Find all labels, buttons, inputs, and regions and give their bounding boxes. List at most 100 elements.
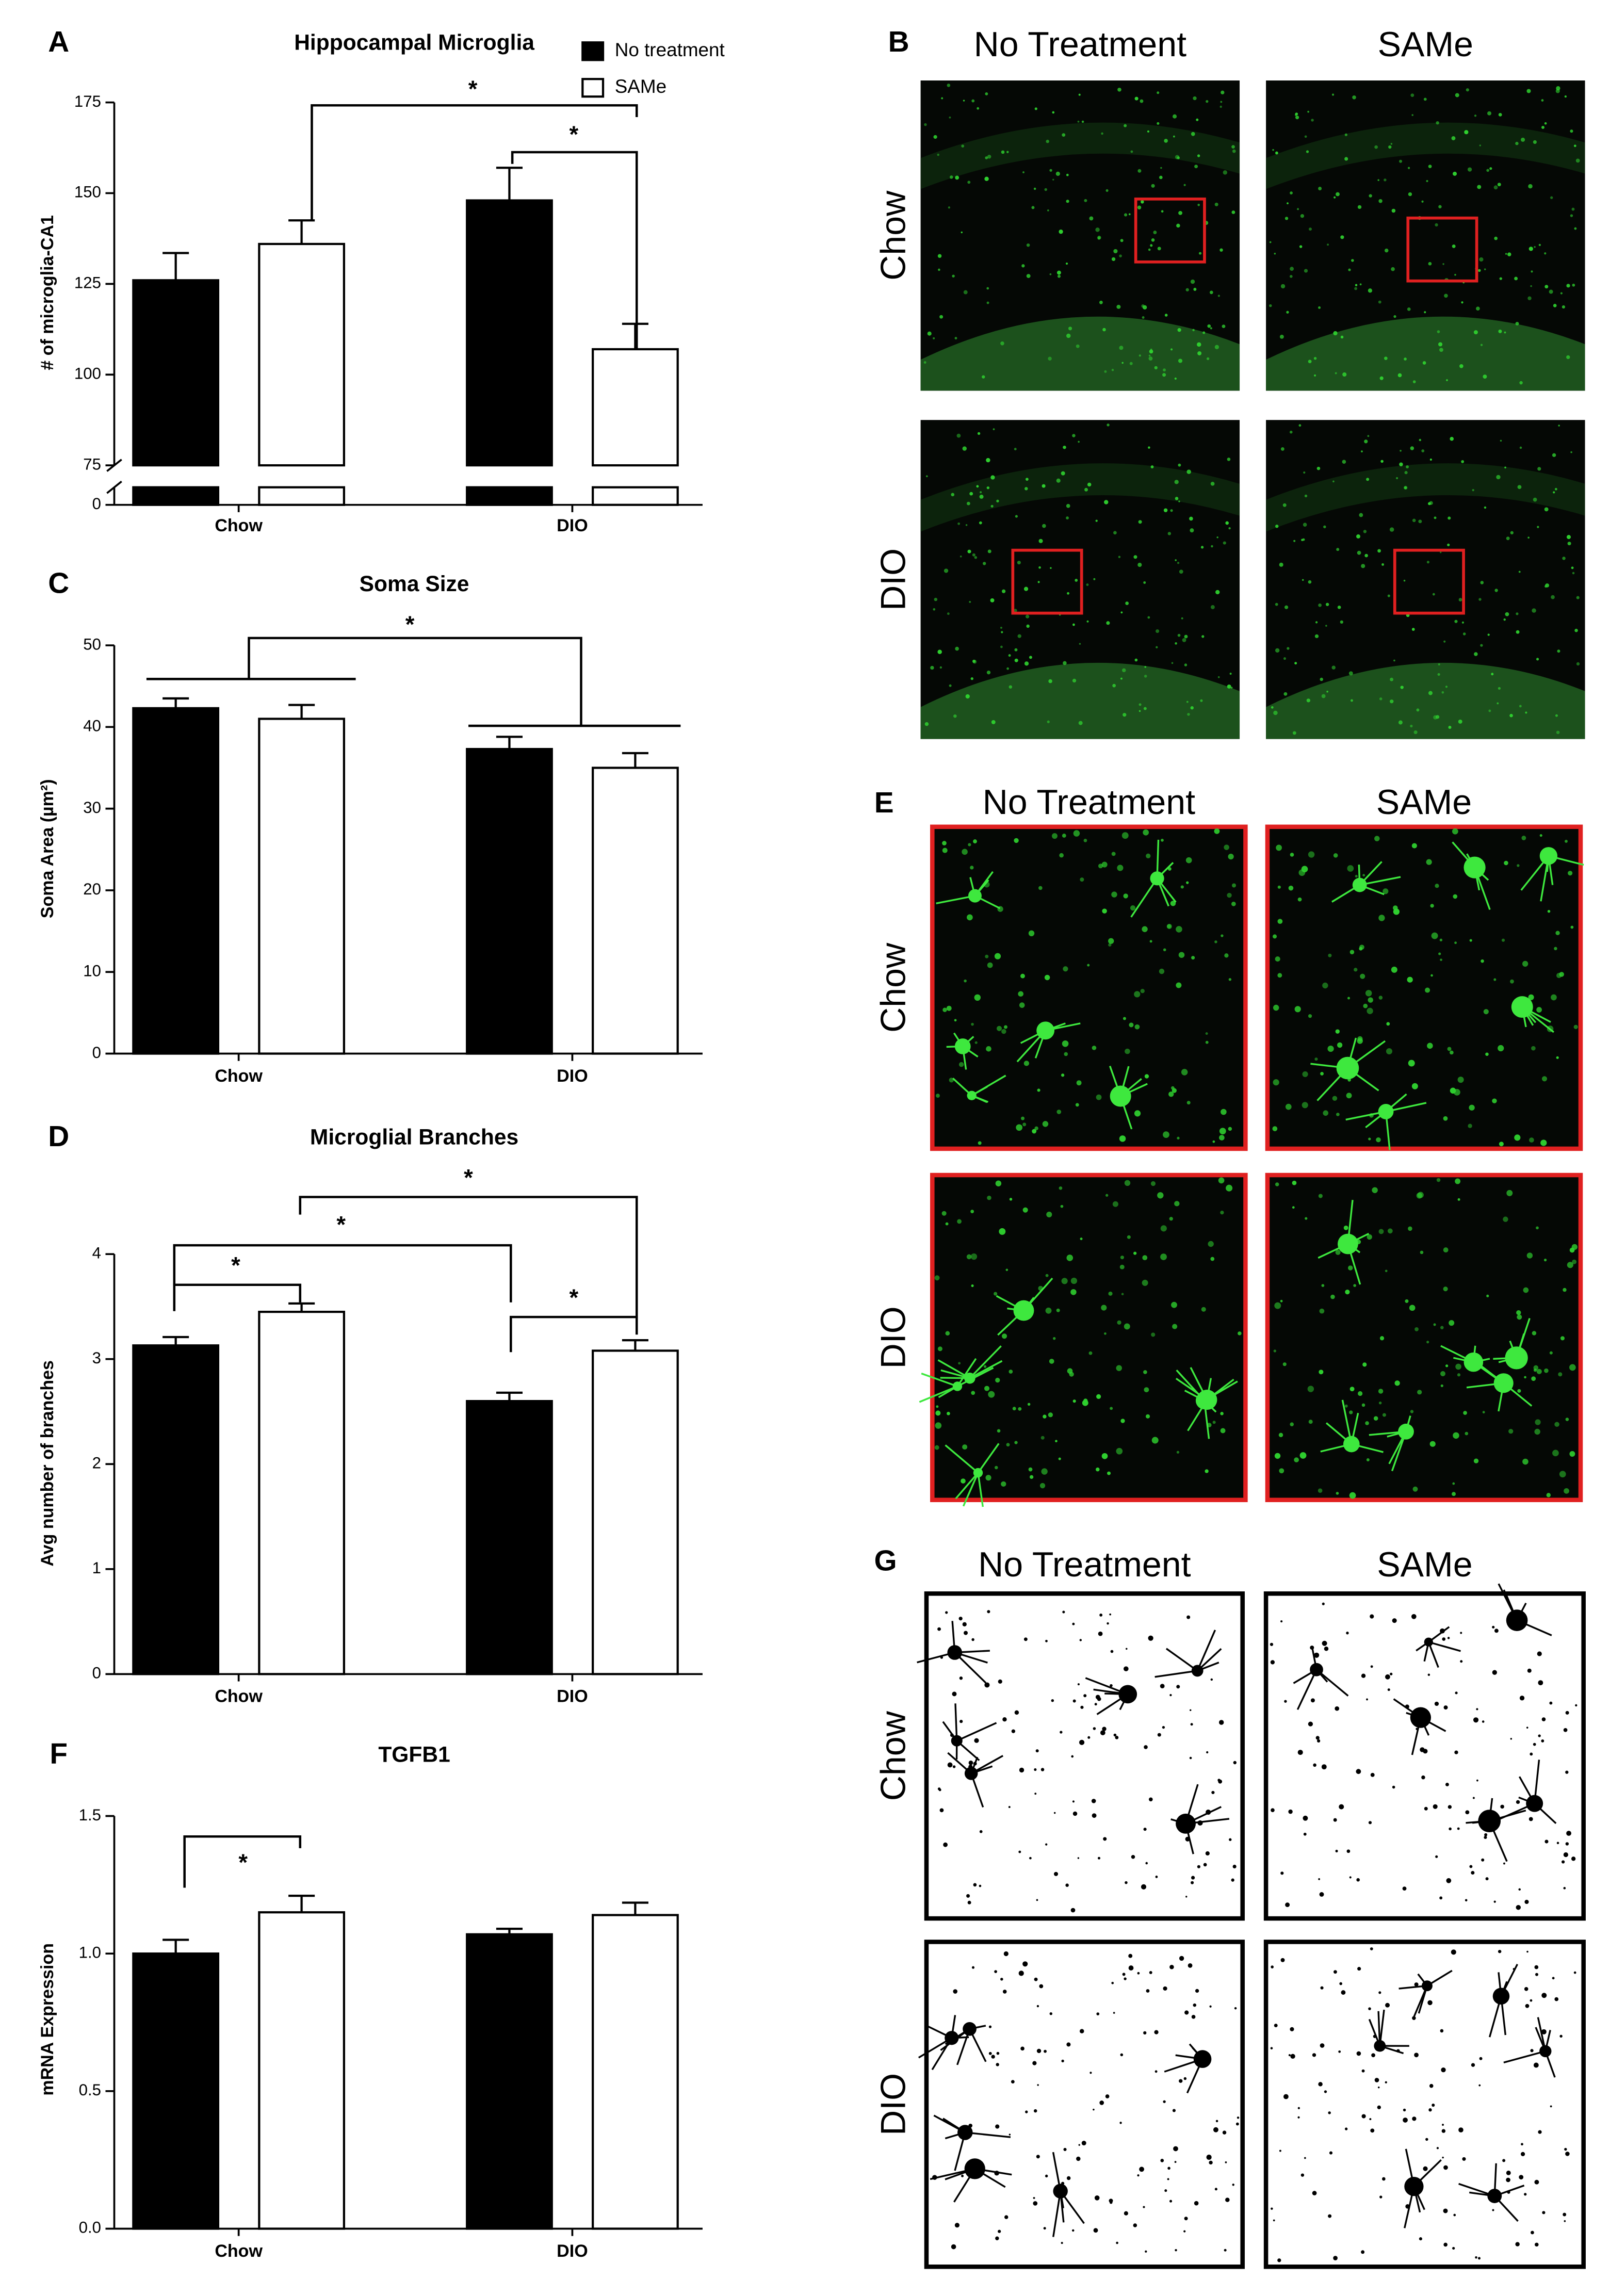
cell-signal [1001, 589, 1006, 593]
speckle [968, 1761, 973, 1765]
speckle [1169, 1694, 1172, 1697]
cell-signal [1451, 136, 1456, 140]
cell-signal [1509, 713, 1513, 718]
cell-process [1296, 1669, 1318, 1710]
cell-signal [1148, 248, 1151, 251]
cell-signal [1550, 196, 1553, 199]
cell-signal [1516, 630, 1520, 634]
cell-signal [971, 1022, 974, 1026]
speckle [1190, 1709, 1192, 1712]
speckle [1484, 1835, 1487, 1839]
cell-signal [997, 1025, 1002, 1031]
cell-signal [1227, 892, 1232, 898]
micrograph [917, 1591, 1245, 1921]
cell-signal [1505, 253, 1507, 255]
speckle [1191, 1881, 1194, 1884]
speckle [1374, 2078, 1379, 2082]
speckle [1432, 2104, 1435, 2107]
micrograph [920, 420, 1240, 739]
row-title: DIO [873, 2073, 913, 2136]
cell-signal [1465, 1431, 1469, 1436]
cell-signal [1220, 101, 1223, 103]
cell-process [1316, 1067, 1348, 1101]
cell-signal [1231, 883, 1237, 888]
cell-process [1034, 1030, 1047, 1059]
cell-signal [1424, 311, 1426, 314]
cell-signal [1150, 244, 1153, 247]
cell-signal [1042, 1121, 1049, 1127]
cell-signal [1228, 853, 1234, 860]
cell-signal [1286, 311, 1289, 314]
cell-signal [969, 492, 973, 496]
cell-process [956, 2028, 971, 2065]
cell-signal [1359, 513, 1363, 517]
speckle [1356, 1878, 1360, 1882]
cell-signal [1014, 838, 1019, 843]
cell-signal [1302, 538, 1305, 541]
cell-signal [1452, 828, 1458, 835]
speckle [1370, 1947, 1373, 1950]
cell-process [969, 1345, 1002, 1379]
cell-signal [1055, 1440, 1058, 1443]
speckle [1441, 2129, 1446, 2133]
cell-signal [1150, 465, 1154, 469]
speckle [938, 1788, 941, 1792]
cell-signal [1275, 151, 1278, 155]
cell-signal [1178, 463, 1181, 467]
row-title: Chow [873, 942, 913, 1033]
cell-signal [1275, 603, 1278, 606]
speckle [1484, 1833, 1488, 1836]
cell-signal [963, 100, 965, 102]
cell-signal [1365, 1421, 1369, 1425]
cell-signal [972, 553, 975, 557]
micrograph-background [1265, 1173, 1583, 1503]
cell-signal [979, 494, 984, 499]
column-title: SAMe [1376, 783, 1472, 822]
cell-signal [1488, 709, 1491, 712]
cell-signal [1434, 516, 1437, 519]
cell-signal [1327, 1045, 1334, 1052]
cell-signal [1275, 525, 1279, 528]
speckle [1465, 1810, 1470, 1815]
cell-signal [954, 1019, 957, 1022]
cell-process [1452, 841, 1475, 868]
cell-signal [1450, 436, 1454, 441]
speckle [1526, 1950, 1528, 1953]
cell-signal [1177, 1136, 1180, 1139]
speckle [1524, 1899, 1529, 1904]
speckle [1312, 2191, 1317, 2195]
speckle [1094, 1703, 1097, 1706]
cell-signal [1337, 1042, 1343, 1048]
cell-signal [1454, 273, 1456, 276]
cell-signal [1294, 662, 1297, 665]
cell-signal [1391, 966, 1397, 973]
cell-signal [1151, 238, 1155, 242]
cell-signal [1570, 925, 1574, 929]
cell-signal [1014, 448, 1017, 451]
panel-label: G [874, 1545, 897, 1577]
cell-signal [1486, 1294, 1489, 1297]
cell-signal [1292, 731, 1296, 735]
cell-signal [1160, 1253, 1167, 1260]
speckle [1318, 1878, 1321, 1880]
cell-signal [963, 290, 968, 295]
cell-process [1325, 1422, 1352, 1445]
speckle [1003, 1951, 1009, 1957]
cell-signal [1113, 531, 1117, 535]
cell-signal [1170, 509, 1173, 512]
cell-signal [1049, 169, 1052, 172]
speckle [1516, 1800, 1520, 1804]
cell-signal [1111, 257, 1116, 261]
cell-signal [1161, 210, 1164, 213]
cell-signal [934, 1275, 940, 1281]
speckle [1270, 1660, 1275, 1665]
cell-signal [1316, 466, 1321, 470]
column-title: No Treatment [983, 783, 1196, 822]
speckle [947, 1762, 953, 1768]
cell-signal [1377, 549, 1381, 553]
significance-bracket [173, 1283, 302, 1311]
speckle [962, 1622, 967, 1627]
cell-signal [1405, 1299, 1409, 1303]
cell-process [1176, 1370, 1205, 1402]
